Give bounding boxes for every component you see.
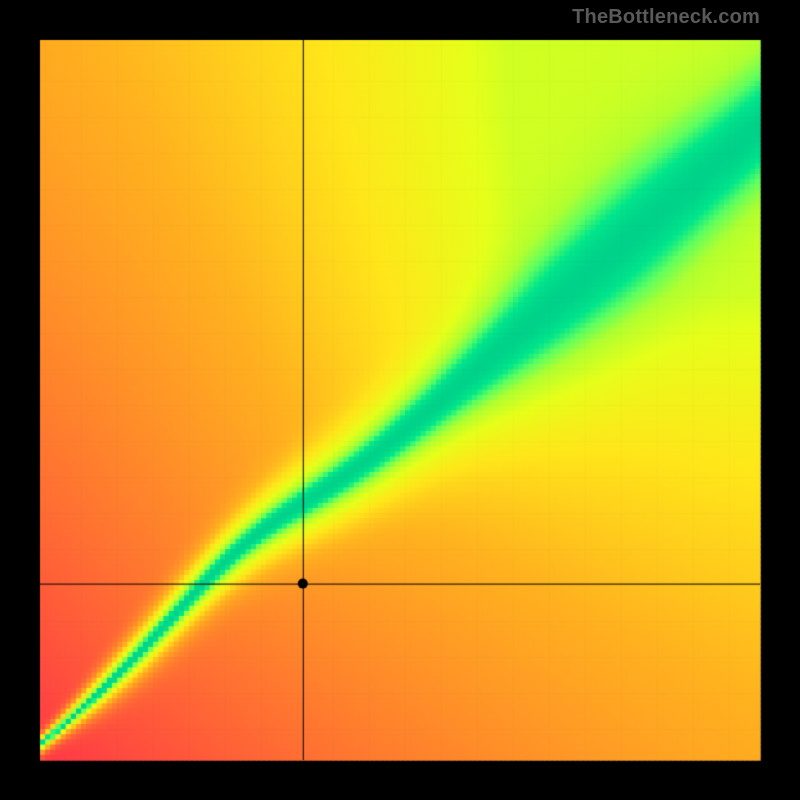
chart-container: TheBottleneck.com [0, 0, 800, 800]
watermark-text: TheBottleneck.com [572, 6, 760, 29]
bottleneck-heatmap [0, 0, 800, 800]
